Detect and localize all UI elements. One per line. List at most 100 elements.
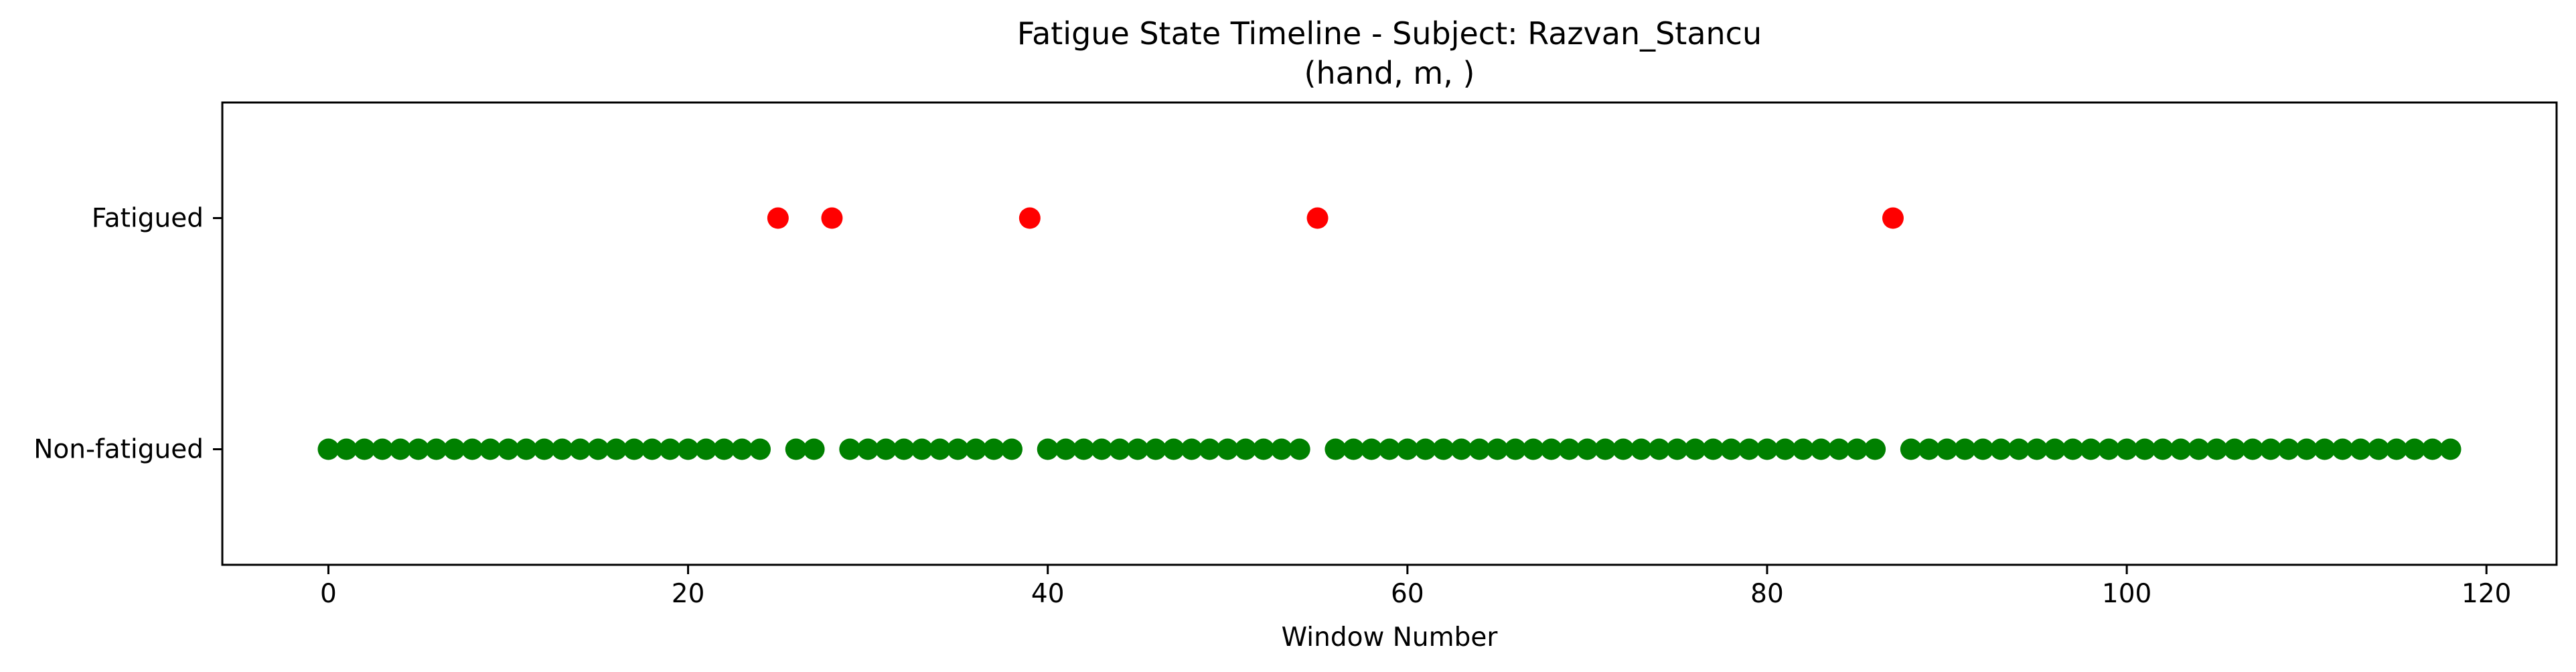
x-tick-label: 0 <box>320 579 337 609</box>
non-fatigued-point <box>1450 438 1472 460</box>
non-fatigued-point <box>1738 438 1760 460</box>
non-fatigued-point <box>372 438 394 460</box>
non-fatigued-point <box>2151 438 2174 460</box>
non-fatigued-point <box>2242 438 2264 460</box>
non-fatigued-point <box>1900 438 1922 460</box>
non-fatigued-point <box>803 438 825 460</box>
non-fatigued-point <box>893 438 915 460</box>
non-fatigued-point <box>857 438 879 460</box>
non-fatigued-point <box>1648 438 1670 460</box>
non-fatigued-point <box>1073 438 1095 460</box>
non-fatigued-point <box>569 438 591 460</box>
non-fatigued-point <box>929 438 951 460</box>
non-fatigued-point <box>1828 438 1850 460</box>
non-fatigued-point <box>2295 438 2318 460</box>
x-tick-label: 80 <box>1750 579 1784 609</box>
non-fatigued-point <box>1162 438 1185 460</box>
non-fatigued-point <box>983 438 1005 460</box>
non-fatigued-point <box>695 438 717 460</box>
non-fatigued-point <box>2133 438 2155 460</box>
non-fatigued-point <box>659 438 681 460</box>
non-fatigued-point <box>749 438 771 460</box>
non-fatigued-point <box>605 438 627 460</box>
non-fatigued-point <box>785 438 807 460</box>
non-fatigued-point <box>2170 438 2192 460</box>
non-fatigued-point <box>2259 438 2281 460</box>
non-fatigued-point <box>1630 438 1652 460</box>
non-fatigued-point <box>587 438 609 460</box>
y-tick-label: Non-fatigued <box>33 435 204 465</box>
non-fatigued-point <box>965 438 987 460</box>
non-fatigued-point <box>407 438 429 460</box>
non-fatigued-point <box>1127 438 1149 460</box>
non-fatigued-point <box>1540 438 1562 460</box>
non-fatigued-point <box>317 438 339 460</box>
fatigued-point <box>1018 207 1041 229</box>
non-fatigued-point <box>1576 438 1598 460</box>
non-fatigued-point <box>1792 438 1814 460</box>
x-axis-ticks: 0 20 40 60 80 100 120 <box>320 565 2511 609</box>
data-points <box>317 207 2461 460</box>
non-fatigued-point <box>2098 438 2120 460</box>
non-fatigued-point <box>354 438 376 460</box>
chart-title: Fatigue State Timeline - Subject: Razvan… <box>1017 15 1762 52</box>
fatigued-point <box>821 207 843 229</box>
non-fatigued-point <box>2403 438 2425 460</box>
non-fatigued-point <box>1181 438 1203 460</box>
non-fatigued-point <box>2385 438 2407 460</box>
non-fatigued-point <box>498 438 520 460</box>
non-fatigued-point <box>1990 438 2012 460</box>
fatigued-point <box>1306 207 1329 229</box>
non-fatigued-point <box>1235 438 1257 460</box>
non-fatigued-point <box>911 438 933 460</box>
non-fatigued-point <box>1343 438 1365 460</box>
non-fatigued-point <box>1594 438 1616 460</box>
x-axis-label: Window Number <box>1282 622 1499 653</box>
non-fatigued-point <box>1810 438 1832 460</box>
non-fatigued-point <box>2421 438 2443 460</box>
non-fatigued-point <box>2062 438 2084 460</box>
x-tick-label: 60 <box>1391 579 1424 609</box>
non-fatigued-point <box>1846 438 1868 460</box>
non-fatigued-point <box>1666 438 1688 460</box>
non-fatigued-point <box>1361 438 1383 460</box>
non-fatigued-point <box>1037 438 1059 460</box>
non-fatigued-point <box>677 438 699 460</box>
non-fatigued-point <box>1468 438 1491 460</box>
non-fatigued-point <box>2368 438 2390 460</box>
non-fatigued-point <box>1396 438 1418 460</box>
non-fatigued-point <box>1414 438 1436 460</box>
non-fatigued-point <box>515 438 537 460</box>
non-fatigued-point <box>1109 438 1131 460</box>
non-fatigued-point <box>2277 438 2299 460</box>
y-axis-ticks: Non-fatigued Fatigued <box>33 204 222 465</box>
non-fatigued-point <box>1864 438 1886 460</box>
x-tick-label: 100 <box>2102 579 2151 609</box>
x-tick-label: 40 <box>1031 579 1065 609</box>
non-fatigued-point <box>2224 438 2246 460</box>
non-fatigued-point <box>1324 438 1347 460</box>
non-fatigued-point <box>1144 438 1166 460</box>
x-tick-label: 120 <box>2461 579 2511 609</box>
non-fatigued-point <box>731 438 753 460</box>
non-fatigued-point <box>1379 438 1400 460</box>
non-fatigued-point <box>425 438 447 460</box>
non-fatigued-point <box>839 438 861 460</box>
non-fatigued-point <box>641 438 663 460</box>
non-fatigued-point <box>2026 438 2048 460</box>
non-fatigued-point <box>1558 438 1580 460</box>
non-fatigued-point <box>1253 438 1275 460</box>
non-fatigued-point <box>389 438 411 460</box>
non-fatigued-point <box>875 438 897 460</box>
non-fatigued-point <box>1774 438 1796 460</box>
non-fatigued-point <box>623 438 646 460</box>
non-fatigued-point <box>443 438 465 460</box>
non-fatigued-point <box>2116 438 2138 460</box>
non-fatigued-point <box>1432 438 1454 460</box>
non-fatigued-point <box>1288 438 1310 460</box>
non-fatigued-point <box>2007 438 2030 460</box>
plot-area-frame <box>221 101 2558 566</box>
non-fatigued-point <box>713 438 735 460</box>
